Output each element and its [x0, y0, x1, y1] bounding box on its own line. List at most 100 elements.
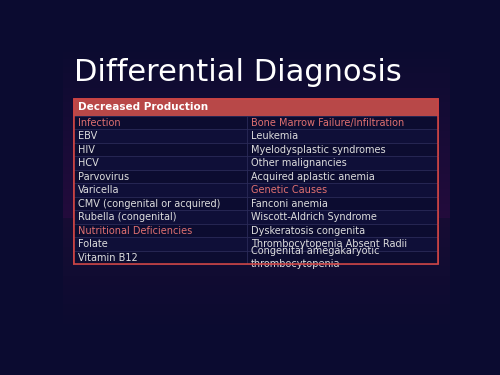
Bar [62, 324, 450, 325]
Bar [62, 295, 450, 296]
Bar [62, 273, 450, 274]
Bar [74, 129, 438, 143]
Bar [62, 284, 450, 285]
Text: Fanconi anemia: Fanconi anemia [251, 199, 328, 208]
Bar [62, 68, 450, 69]
Bar [62, 292, 450, 293]
Bar [62, 286, 450, 287]
Bar [62, 140, 450, 141]
Bar [62, 261, 450, 262]
Bar [62, 195, 450, 196]
Bar [62, 93, 450, 94]
Bar [62, 276, 450, 277]
Bar [62, 198, 450, 199]
Text: Varicella: Varicella [78, 185, 120, 195]
Bar [62, 227, 450, 228]
Bar [62, 129, 450, 130]
Bar [62, 108, 450, 109]
Bar [62, 139, 450, 140]
Bar [62, 182, 450, 183]
Bar [62, 74, 450, 75]
Bar [62, 49, 450, 50]
Bar [62, 82, 450, 83]
Bar [62, 277, 450, 278]
Bar [74, 224, 438, 237]
Bar [62, 162, 450, 163]
Text: Nutritional Deficiencies: Nutritional Deficiencies [78, 226, 192, 236]
Bar [62, 70, 450, 71]
Text: Congenital amegakaryotic
thrombocytopenia: Congenital amegakaryotic thrombocytopeni… [251, 246, 380, 269]
Bar [62, 305, 450, 306]
Bar [62, 59, 450, 60]
Bar [62, 281, 450, 282]
Bar [62, 170, 450, 171]
Bar [62, 76, 450, 77]
Bar [62, 230, 450, 231]
Bar [62, 149, 450, 150]
Bar [62, 160, 450, 161]
Bar [62, 318, 450, 319]
Text: HCV: HCV [78, 158, 99, 168]
Bar [62, 53, 450, 54]
Bar [62, 217, 450, 218]
Bar [62, 214, 450, 215]
Bar [62, 275, 450, 276]
Bar [62, 84, 450, 85]
Bar [62, 158, 450, 159]
Bar [62, 224, 450, 225]
Bar [62, 193, 450, 194]
Bar [62, 279, 450, 280]
Bar [62, 145, 450, 146]
Bar [62, 328, 450, 329]
Bar [62, 99, 450, 100]
Bar [62, 311, 450, 312]
Bar [62, 239, 450, 240]
Text: Infection: Infection [78, 118, 120, 128]
Bar [62, 136, 450, 137]
Bar [62, 327, 450, 328]
Bar [62, 154, 450, 155]
Bar [62, 240, 450, 241]
Bar [62, 102, 450, 103]
Bar [62, 235, 450, 236]
Bar [62, 57, 450, 58]
Bar [62, 333, 450, 334]
Bar [62, 135, 450, 136]
Bar [62, 181, 450, 182]
Bar [62, 331, 450, 332]
Bar [62, 73, 450, 74]
Bar [62, 174, 450, 175]
Bar [62, 315, 450, 316]
Bar [62, 259, 450, 260]
Bar [62, 124, 450, 125]
Text: Vitamin B12: Vitamin B12 [78, 253, 138, 263]
Text: Rubella (congenital): Rubella (congenital) [78, 212, 176, 222]
Bar [62, 202, 450, 203]
Bar [62, 304, 450, 305]
Bar [62, 297, 450, 298]
Bar [62, 64, 450, 65]
Bar [62, 229, 450, 230]
Bar [62, 147, 450, 148]
Bar [62, 111, 450, 112]
Bar [62, 173, 450, 174]
Bar [62, 290, 450, 291]
Text: Other malignancies: Other malignancies [251, 158, 347, 168]
Bar [74, 156, 438, 170]
Bar [62, 291, 450, 292]
Bar [62, 187, 450, 188]
Bar [62, 172, 450, 173]
Bar [62, 206, 450, 207]
Text: Acquired aplastic anemia: Acquired aplastic anemia [251, 172, 375, 182]
Bar [62, 272, 450, 273]
Bar [62, 189, 450, 190]
Bar [62, 179, 450, 180]
Bar [62, 313, 450, 314]
Bar [62, 242, 450, 243]
Bar [62, 222, 450, 223]
Bar [62, 247, 450, 248]
Bar [62, 92, 450, 93]
Bar [62, 201, 450, 202]
Bar [62, 293, 450, 294]
Bar [62, 101, 450, 102]
